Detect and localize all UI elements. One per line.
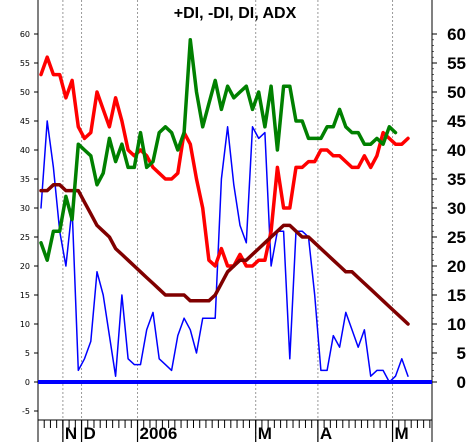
series-line-minus-di — [39, 55, 410, 268]
left-tick-label: 0 — [25, 378, 30, 387]
left-y-axis: -5 0 5 10 15 20 25 30 35 40 45 50 55 60 — [20, 0, 39, 442]
x-tick-label: N — [65, 424, 77, 442]
x-axis: N D 2006 M A M — [37, 419, 432, 442]
left-tick-label: 10 — [20, 320, 30, 329]
left-tick-label: 30 — [20, 204, 30, 213]
x-tick-label: D — [84, 424, 96, 442]
right-tick-label: 60 — [447, 25, 466, 44]
right-tick-label: 10 — [447, 315, 466, 334]
left-tick-label: 60 — [20, 30, 30, 39]
right-tick-label: 55 — [447, 54, 466, 73]
chart-title: +DI, -DI, DI, ADX — [174, 5, 297, 22]
series-line-di — [40, 120, 409, 383]
series-line-adx — [39, 183, 410, 326]
right-tick-label: 45 — [447, 112, 466, 131]
right-tick-label: 5 — [457, 344, 466, 363]
left-tick-label: -5 — [22, 407, 30, 416]
series-line-plus-di — [39, 38, 398, 262]
left-tick-label: 20 — [20, 262, 30, 271]
left-tick-label: 25 — [20, 233, 30, 242]
left-tick-label: 40 — [20, 146, 30, 155]
right-tick-label: 50 — [447, 83, 466, 102]
right-tick-label: 40 — [447, 141, 466, 160]
x-tick-label: 2006 — [140, 424, 178, 442]
left-tick-label: 55 — [20, 59, 30, 68]
right-y-axis: 0 5 10 15 20 25 30 35 40 45 50 55 60 — [431, 0, 466, 442]
left-tick-label: 45 — [20, 117, 30, 126]
left-tick-label: 5 — [25, 349, 30, 358]
right-tick-label: 20 — [447, 257, 466, 276]
left-tick-label: 15 — [20, 291, 30, 300]
right-tick-label: 15 — [447, 286, 466, 305]
x-tick-label: M — [258, 424, 272, 442]
left-tick-label: 50 — [20, 88, 30, 97]
right-tick-label: 30 — [447, 199, 466, 218]
left-tick-label: 35 — [20, 175, 30, 184]
right-tick-label: 25 — [447, 228, 466, 247]
x-tick-label: M — [395, 424, 409, 442]
x-tick-label: A — [320, 424, 332, 442]
right-tick-label: 0 — [457, 373, 466, 392]
vertical-grid — [62, 0, 394, 442]
right-tick-label: 35 — [447, 170, 466, 189]
series-lines — [39, 38, 410, 383]
